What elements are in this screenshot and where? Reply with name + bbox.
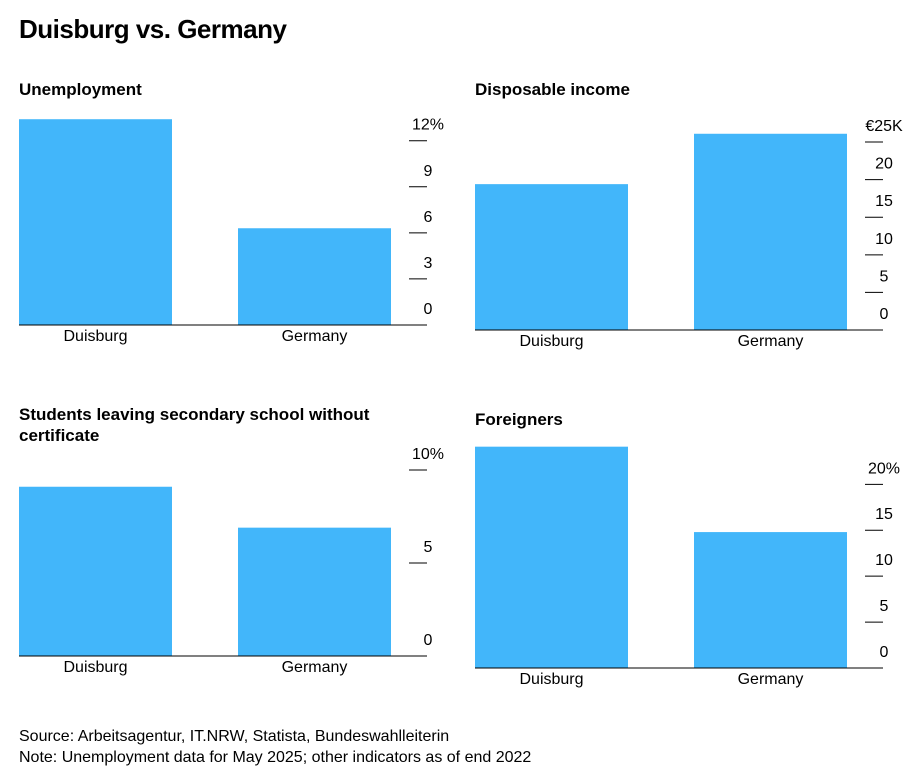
- bar: [694, 133, 847, 330]
- bar: [475, 184, 628, 330]
- panel-title: Disposable income: [475, 80, 630, 99]
- note: Note: Unemployment data for May 2025; ot…: [19, 749, 532, 766]
- panel-title: Students leaving secondary school withou…: [19, 405, 370, 445]
- y-tick-label: 15: [875, 193, 893, 210]
- x-tick-label: Germany: [738, 671, 804, 688]
- y-tick-label: 10: [875, 552, 893, 569]
- y-tick-label: 0: [880, 306, 889, 323]
- y-tick-label: 10: [875, 231, 893, 248]
- page-title: Duisburg vs. Germany: [19, 14, 287, 44]
- y-tick-label: 3: [424, 255, 433, 272]
- x-tick-label: Duisburg: [519, 671, 583, 688]
- y-tick-label: 20%: [868, 460, 900, 477]
- x-tick-label: Germany: [282, 659, 348, 676]
- x-tick-label: Duisburg: [63, 659, 127, 676]
- bar: [238, 228, 391, 325]
- y-tick-label: 10%: [412, 446, 444, 463]
- source: Source: Arbeitsagentur, IT.NRW, Statista…: [19, 728, 450, 745]
- x-tick-label: Germany: [738, 333, 804, 350]
- y-tick-label: 5: [880, 598, 889, 615]
- bar: [238, 527, 391, 656]
- bar: [694, 532, 847, 668]
- y-tick-label: €25K: [865, 118, 903, 135]
- bar: [19, 486, 172, 656]
- bar: [475, 446, 628, 668]
- bar: [19, 119, 172, 325]
- x-tick-label: Germany: [282, 328, 348, 345]
- y-tick-label: 6: [424, 209, 433, 226]
- y-tick-label: 5: [424, 539, 433, 556]
- y-tick-label: 0: [424, 301, 433, 318]
- y-tick-label: 12%: [412, 117, 444, 134]
- y-tick-label: 0: [424, 632, 433, 649]
- x-tick-label: Duisburg: [63, 328, 127, 345]
- y-tick-label: 5: [880, 268, 889, 285]
- y-tick-label: 9: [424, 163, 433, 180]
- y-tick-label: 20: [875, 156, 893, 173]
- x-tick-label: Duisburg: [519, 333, 583, 350]
- panel-title: Unemployment: [19, 80, 142, 99]
- panel-title: Foreigners: [475, 410, 563, 429]
- y-tick-label: 0: [880, 644, 889, 661]
- y-tick-label: 15: [875, 506, 893, 523]
